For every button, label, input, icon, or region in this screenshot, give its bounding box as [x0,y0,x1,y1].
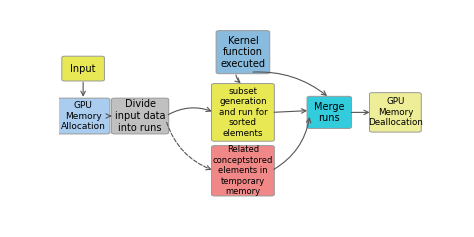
Text: subset
generation
and run for
sorted
elements: subset generation and run for sorted ele… [219,87,267,138]
Text: Merge
runs: Merge runs [314,102,345,123]
Text: GPU
Memory
Deallocation: GPU Memory Deallocation [368,97,423,127]
Text: GPU
Memory
Allocation: GPU Memory Allocation [61,101,106,131]
FancyBboxPatch shape [111,98,169,134]
FancyBboxPatch shape [211,146,274,196]
FancyBboxPatch shape [211,84,274,141]
Text: Kernel
function
executed: Kernel function executed [220,36,265,69]
FancyBboxPatch shape [369,93,421,132]
Text: Divide
input data
into runs: Divide input data into runs [115,100,165,133]
FancyBboxPatch shape [56,98,110,134]
Text: Input: Input [70,64,96,73]
FancyBboxPatch shape [216,31,270,74]
FancyBboxPatch shape [307,96,352,128]
FancyBboxPatch shape [62,56,104,81]
Text: Related
conceptstored
elements in
temporary
memory: Related conceptstored elements in tempor… [213,146,273,196]
